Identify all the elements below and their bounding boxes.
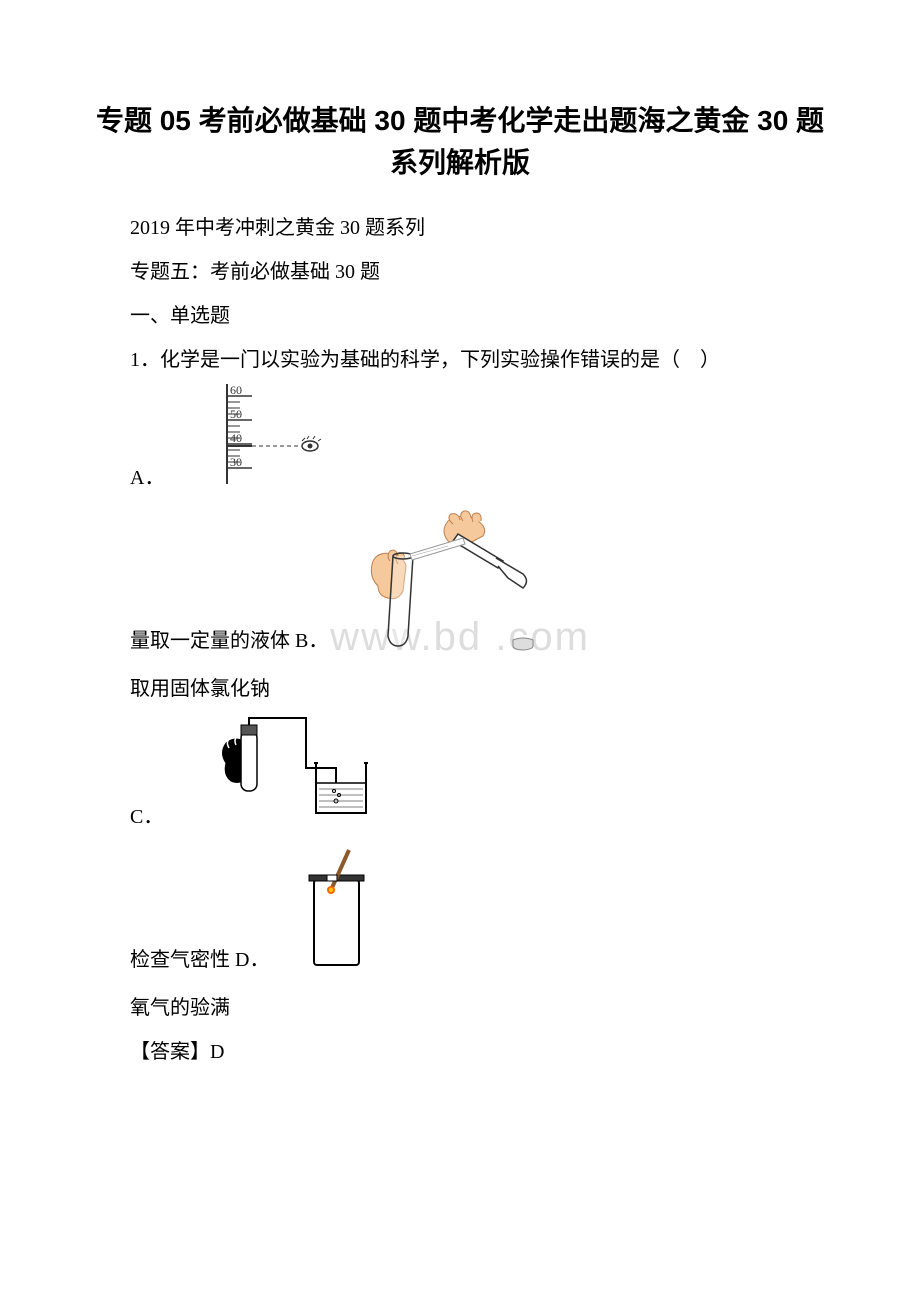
option-d-row: 检查气密性 D． <box>90 845 830 980</box>
option-b-row: 量取一定量的液体 B． <box>90 506 830 661</box>
question-1: 1．化学是一门以实验为基础的科学，下列实验操作错误的是（ ） <box>90 340 830 380</box>
option-c-row: C． <box>90 713 830 837</box>
svg-text:60: 60 <box>230 384 242 397</box>
figure-b-pouring <box>348 506 568 661</box>
option-d-text-before: 检查气密性 D． <box>90 940 269 980</box>
figure-c-airtight <box>171 713 381 837</box>
option-a-label: A． <box>90 458 164 498</box>
figure-d-oxygen <box>289 845 389 980</box>
figure-a-cylinder: 60 50 40 30 <box>172 384 322 498</box>
option-b-text-before: 量取一定量的液体 B． <box>90 621 328 661</box>
svg-text:30: 30 <box>230 455 242 469</box>
answer-line: 【答案】D <box>90 1032 830 1072</box>
option-b-text-after: 取用固体氯化钠 <box>90 669 830 709</box>
svg-text:40: 40 <box>230 431 242 445</box>
page-title: 专题 05 考前必做基础 30 题中考化学走出题海之黄金 30 题系列解析版 <box>90 100 830 184</box>
option-a-row: A． 60 50 40 <box>90 384 830 498</box>
subtitle-1: 2019 年中考冲刺之黄金 30 题系列 <box>90 208 830 248</box>
option-c-label: C． <box>90 797 163 837</box>
section-heading: 一、单选题 <box>90 296 830 336</box>
subtitle-2: 专题五：考前必做基础 30 题 <box>90 252 830 292</box>
option-d-text-after: 氧气的验满 <box>90 988 830 1028</box>
svg-text:50: 50 <box>230 407 242 421</box>
document-content: 专题 05 考前必做基础 30 题中考化学走出题海之黄金 30 题系列解析版 2… <box>90 100 830 1072</box>
